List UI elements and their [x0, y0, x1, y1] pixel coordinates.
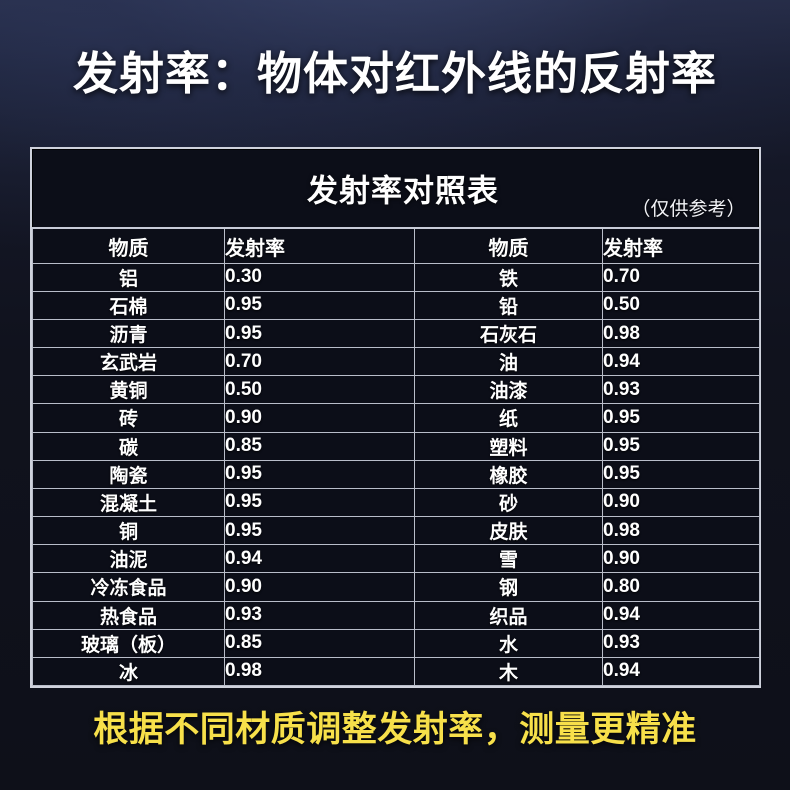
table-row: 油泥 0.94 雪 0.90: [32, 544, 760, 574]
cell-emissivity-left: 0.95: [224, 487, 415, 518]
cell-emissivity-right: 0.98: [602, 516, 760, 546]
cell-material-left: 石棉: [32, 290, 225, 320]
cell-emissivity-left: 0.98: [224, 656, 415, 687]
cell-emissivity-right: 0.95: [602, 403, 760, 433]
cell-emissivity-left: 0.95: [224, 516, 415, 546]
cell-material-right: 纸: [414, 403, 603, 433]
cell-material-left: 冰: [32, 656, 225, 687]
cell-material-right: 铁: [414, 262, 603, 292]
footer-caption: 根据不同材质调整发射率，测量更精准: [93, 710, 697, 749]
cell-emissivity-left: 0.70: [224, 347, 415, 377]
cell-emissivity-left: 0.95: [224, 459, 415, 489]
cell-emissivity-right: 0.90: [602, 487, 760, 518]
table-row: 冷冻食品 0.90 钢 0.80: [32, 572, 760, 602]
cell-emissivity-right: 0.95: [602, 459, 760, 489]
cell-material-right: 织品: [414, 600, 603, 630]
cell-material-right: 皮肤: [414, 516, 603, 546]
cell-material-left: 玄武岩: [32, 347, 225, 377]
table-row: 冰 0.98 木 0.94: [32, 656, 760, 687]
table-title-cell: 发射率对照表 （仅供参考）: [32, 149, 760, 230]
cell-emissivity-left: 0.90: [224, 572, 415, 602]
cell-material-left: 混凝土: [32, 487, 225, 518]
table-row: 石棉 0.95 铅 0.50: [32, 290, 760, 320]
table-row: 铜 0.95 皮肤 0.98: [32, 516, 760, 546]
cell-material-left: 砖: [32, 403, 225, 433]
cell-material-right: 水: [414, 628, 603, 658]
cell-emissivity-right: 0.93: [602, 628, 760, 658]
table-row: 砖 0.90 纸 0.95: [32, 403, 760, 433]
table-row: 陶瓷 0.95 橡胶 0.95: [32, 459, 760, 489]
cell-material-right: 雪: [414, 544, 603, 574]
cell-material-left: 陶瓷: [32, 459, 225, 489]
cell-material-left: 油泥: [32, 544, 225, 574]
table-title-row: 发射率对照表 （仅供参考）: [32, 149, 760, 230]
table-row: 沥青 0.95 石灰石 0.98: [32, 318, 760, 349]
table-row: 玻璃（板） 0.85 水 0.93: [32, 628, 760, 658]
column-header-material-right: 物质: [414, 227, 603, 264]
cell-emissivity-right: 0.90: [602, 544, 760, 574]
cell-material-right: 木: [414, 656, 603, 687]
table-header-row: 物质 发射率 物质 发射率: [32, 227, 760, 264]
cell-emissivity-right: 0.50: [602, 290, 760, 320]
table-title: 发射率对照表: [307, 173, 499, 209]
cell-material-left: 冷冻食品: [32, 572, 225, 602]
cell-emissivity-left: 0.93: [224, 600, 415, 630]
cell-emissivity-left: 0.90: [224, 403, 415, 433]
cell-material-right: 石灰石: [414, 318, 603, 349]
cell-material-right: 油: [414, 347, 603, 377]
table-row: 玄武岩 0.70 油 0.94: [32, 347, 760, 377]
column-header-emissivity-right: 发射率: [602, 227, 760, 264]
cell-emissivity-right: 0.94: [602, 656, 760, 687]
emissivity-table-body: 发射率对照表 （仅供参考） 物质 发射率 物质 发射率 铝 0.30 铁 0.70 石棉…: [32, 149, 760, 687]
cell-emissivity-right: 0.94: [602, 347, 760, 377]
cell-material-right: 铅: [414, 290, 603, 320]
cell-material-right: 砂: [414, 487, 603, 518]
cell-emissivity-right: 0.80: [602, 572, 760, 602]
table-row: 热食品 0.93 织品 0.94: [32, 600, 760, 630]
emissivity-table-container: 发射率对照表 （仅供参考） 物质 发射率 物质 发射率 铝 0.30 铁 0.70 石棉…: [30, 147, 761, 688]
cell-emissivity-right: 0.94: [602, 600, 760, 630]
cell-emissivity-left: 0.95: [224, 318, 415, 349]
cell-material-left: 铝: [32, 262, 225, 292]
table-row: 碳 0.85 塑料 0.95: [32, 431, 760, 461]
cell-emissivity-left: 0.85: [224, 431, 415, 461]
table-disclaimer-note: （仅供参考）: [631, 199, 746, 221]
cell-emissivity-left: 0.30: [224, 262, 415, 292]
column-header-material-left: 物质: [32, 227, 225, 264]
cell-material-right: 钢: [414, 572, 603, 602]
cell-material-right: 塑料: [414, 431, 603, 461]
table-row: 混凝土 0.95 砂 0.90: [32, 487, 760, 518]
cell-material-left: 玻璃（板）: [32, 628, 225, 658]
cell-material-right: 橡胶: [414, 459, 603, 489]
cell-material-left: 铜: [32, 516, 225, 546]
cell-emissivity-right: 0.70: [602, 262, 760, 292]
cell-emissivity-right: 0.95: [602, 431, 760, 461]
page-title: 发射率：物体对红外线的反射率: [72, 48, 717, 99]
table-row: 铝 0.30 铁 0.70: [32, 262, 760, 292]
cell-material-right: 油漆: [414, 375, 603, 405]
cell-material-left: 热食品: [32, 600, 225, 630]
cell-material-left: 碳: [32, 431, 225, 461]
cell-emissivity-right: 0.93: [602, 375, 760, 405]
table-row: 黄铜 0.50 油漆 0.93: [32, 375, 760, 405]
emissivity-table: 发射率对照表 （仅供参考） 物质 发射率 物质 发射率 铝 0.30 铁 0.70 石棉…: [32, 149, 760, 687]
column-header-emissivity-left: 发射率: [224, 227, 415, 264]
cell-emissivity-left: 0.95: [224, 290, 415, 320]
cell-emissivity-right: 0.98: [602, 318, 760, 349]
cell-emissivity-left: 0.85: [224, 628, 415, 658]
cell-emissivity-left: 0.50: [224, 375, 415, 405]
cell-material-left: 黄铜: [32, 375, 225, 405]
cell-emissivity-left: 0.94: [224, 544, 415, 574]
cell-material-left: 沥青: [32, 318, 225, 349]
